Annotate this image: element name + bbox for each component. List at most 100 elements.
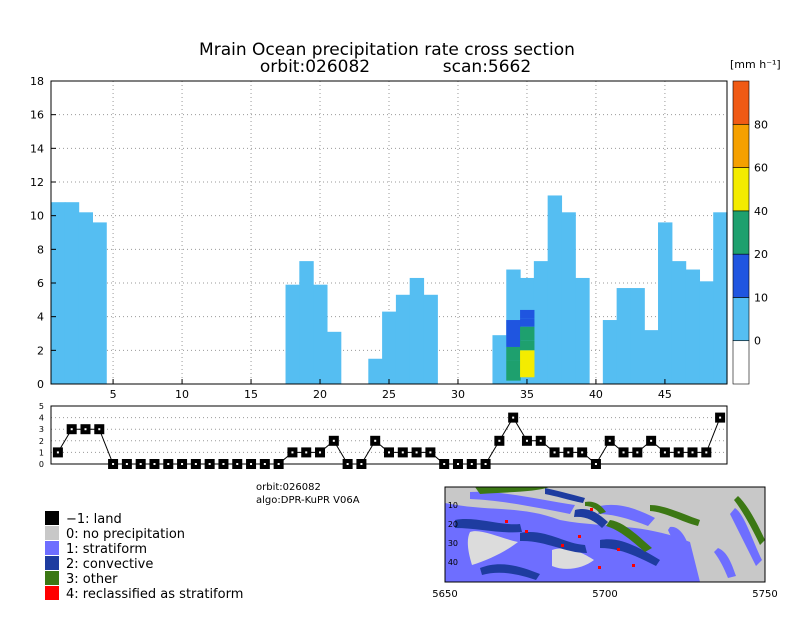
legend-label: −1: land: [66, 512, 122, 527]
map-light-gaps: [467, 531, 594, 569]
flag-point-center: [70, 428, 73, 431]
legend-swatch: [45, 556, 59, 570]
y-ticks: 0 2 4 6 8 10 12 14 16 18: [30, 75, 56, 391]
chart-subtitle-orbit: orbit:026082: [260, 57, 370, 77]
y-tick-label: 4: [37, 311, 44, 324]
y-tick-label: 12: [30, 176, 44, 189]
map-x-tick-label: 5700: [592, 589, 617, 600]
precip-column: [423, 294, 438, 384]
x-tick-label: 30: [451, 388, 465, 401]
flag-point-center: [719, 416, 722, 419]
chart-subtitle-scan: scan:5662: [443, 57, 531, 77]
x-tick-label: 20: [313, 388, 327, 401]
precip-column: [644, 330, 659, 384]
flag-point-center: [415, 451, 418, 454]
precip-column: [285, 284, 300, 384]
precip-column: [368, 358, 383, 384]
flag-y-tick-label: 1: [39, 448, 44, 457]
flag-point-center: [360, 463, 363, 465]
flag-point-center: [346, 463, 349, 465]
map-y-tick-label: 20: [448, 520, 458, 529]
precip-column: [382, 311, 397, 384]
x-tick-label: 25: [382, 388, 396, 401]
flag-point-center: [512, 416, 515, 419]
precip-column: [409, 277, 425, 384]
precip-column: [547, 195, 563, 384]
flag-point-center: [484, 463, 487, 465]
legend-swatch: [45, 541, 59, 555]
flag-point-center: [291, 451, 294, 454]
flag-point-center: [153, 463, 156, 465]
precip-cell: [520, 309, 535, 319]
precip-columns: [51, 195, 728, 384]
flag-point-center: [677, 451, 680, 454]
colorbar-band: [732, 167, 750, 212]
flag-point-center: [112, 463, 115, 465]
flag-point-center: [429, 451, 432, 454]
precip-column: [78, 212, 93, 384]
flag-point-center: [305, 451, 308, 454]
y-tick-label: 8: [37, 243, 44, 256]
precip-column: [533, 261, 549, 384]
precip-column: [92, 222, 107, 384]
flag-point-center: [277, 463, 280, 465]
flag-y-tick-label: 0: [39, 460, 44, 469]
precip-column: [395, 294, 411, 384]
flag-point-center: [498, 439, 501, 442]
cross-section-chart: 5 10 15 20 25 30 35 40 45 0 2 4 6 8 10 12 14 16 18: [30, 75, 728, 401]
legend-label: 3: other: [66, 572, 118, 587]
map-y-tick-label: 40: [448, 558, 458, 567]
precip-column: [492, 335, 507, 384]
colorbar-label: 80: [754, 118, 768, 131]
precip-column: [602, 320, 618, 384]
map-x-tick-label: 5750: [752, 589, 777, 600]
flag-point-center: [56, 451, 59, 454]
flag-y-tick-label: 3: [39, 425, 44, 434]
flag-point-center: [388, 451, 390, 454]
map-stratiform-region: [445, 491, 762, 582]
flag-point-center: [622, 451, 625, 454]
flag-point-center: [167, 463, 170, 465]
y-tick-label: 0: [37, 378, 44, 391]
precip-column: [658, 222, 673, 384]
precip-cell: [520, 326, 535, 341]
flag-point-center: [581, 451, 584, 454]
colorbar-band: [732, 253, 750, 298]
colorbar-band: [732, 210, 750, 255]
precip-column: [299, 261, 314, 384]
flag-point-center: [663, 451, 666, 454]
flag-point-center: [84, 428, 87, 431]
flag-point-center: [691, 451, 694, 454]
flag-point-center: [650, 439, 653, 442]
y-tick-label: 14: [30, 142, 44, 155]
precip-cells: [506, 309, 535, 381]
precip-cell: [520, 350, 535, 378]
flag-point-center: [263, 463, 266, 465]
colorbar-band: [732, 123, 750, 168]
colorbar-label: 40: [754, 205, 768, 218]
legend-swatch: [45, 586, 59, 600]
precip-column: [671, 261, 687, 384]
precip-column: [64, 202, 80, 384]
map-frame: [444, 486, 766, 583]
colorbar-band: [732, 297, 750, 342]
precip-column: [685, 269, 701, 384]
flag-point-center: [332, 439, 335, 442]
flag-point-center: [139, 463, 142, 465]
flag-y-tick-label: 5: [39, 402, 44, 411]
colorbar-band: [732, 80, 750, 125]
flag-point-center: [250, 463, 253, 465]
flag-point-center: [236, 463, 239, 465]
precip-column: [699, 281, 714, 384]
flag-point-center: [319, 451, 322, 454]
precip-column: [616, 288, 632, 384]
flag-point-center: [567, 451, 570, 454]
flag-point-center: [125, 463, 128, 465]
colorbar-label: 0: [754, 335, 761, 348]
legend-swatch: [45, 526, 59, 540]
y-tick-label: 18: [30, 75, 44, 88]
flag-point-center: [181, 463, 184, 465]
precip-column: [561, 212, 576, 384]
colorbar-label: 60: [754, 162, 768, 175]
flag-point-center: [608, 439, 611, 442]
